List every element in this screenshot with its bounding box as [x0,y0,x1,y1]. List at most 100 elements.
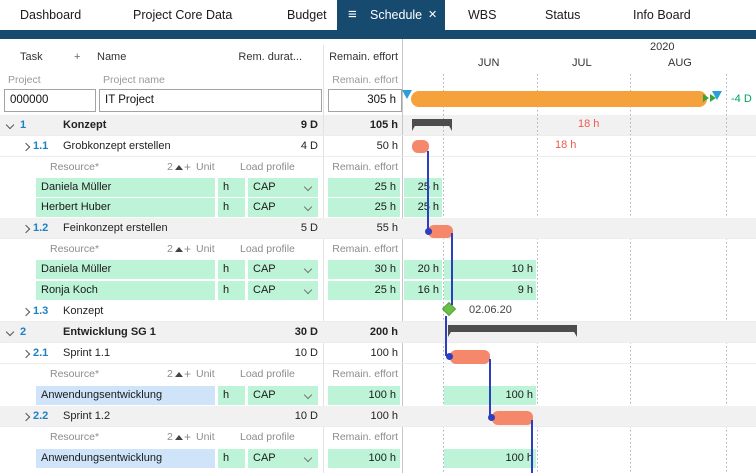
resource-name-cell[interactable]: Daniela Müller [36,178,215,197]
table-gantt-splitter[interactable] [402,39,403,473]
tab-project-core-data[interactable]: Project Core Data [133,8,233,22]
project-id-field[interactable]: 000000 [4,89,96,112]
expand-icon[interactable] [21,412,31,422]
col-header-duration[interactable]: Rem. durat... [238,51,302,63]
project-name-field[interactable]: IT Project [99,89,322,112]
unit-cell[interactable]: h [218,386,245,405]
load-profile-cell[interactable]: CAP [248,198,318,217]
unit-cell[interactable]: h [218,178,245,197]
effort-cell[interactable]: 25 h [328,178,400,197]
unit-cell[interactable]: h [218,449,245,468]
load-profile-cell[interactable]: CAP [248,281,318,300]
effort-cell[interactable]: 30 h [328,260,400,279]
task-name[interactable]: Feinkonzept erstellen [63,222,168,234]
sort-asc-icon[interactable] [175,435,183,440]
sort-asc-icon[interactable] [175,372,183,377]
expand-icon[interactable] [21,224,31,234]
task-bar-1-2[interactable] [428,225,453,238]
task-name[interactable]: Grobkonzept erstellen [63,140,171,152]
task-number[interactable]: 1.1 [33,140,49,152]
expand-icon[interactable] [21,142,31,152]
effort-cell[interactable]: 100 h [328,449,400,468]
effort-cell[interactable]: 100 h [328,386,400,405]
sort-asc-icon[interactable] [175,247,183,252]
summary-bar-entwicklung[interactable] [448,325,577,337]
task-bar-2-2[interactable] [492,411,533,425]
load-profile-cell[interactable]: CAP [248,178,318,197]
task-number[interactable]: 2.1 [33,347,49,359]
task-name[interactable]: Entwicklung SG 1 [63,326,156,338]
load-profile-cell[interactable]: CAP [248,449,318,468]
chevron-down-icon[interactable] [303,390,313,400]
collapse-icon[interactable] [5,327,15,337]
task-number[interactable]: 2 [20,326,27,338]
effort-cell[interactable]: 25 h [328,198,400,217]
task-name[interactable]: Konzept [63,119,107,131]
task-bar-1-1[interactable] [412,140,429,153]
task-duration: 5 D [300,222,318,234]
chevron-down-icon[interactable] [303,285,313,295]
resource-name-cell[interactable]: Daniela Müller [36,260,215,279]
period-effort-cell-may[interactable]: 25 h [404,178,442,197]
period-effort-cell-may[interactable]: 20 h [404,260,442,279]
resource-name-cell[interactable]: Herbert Huber [36,198,215,217]
task-name[interactable]: Sprint 1.1 [63,347,111,359]
task-number[interactable]: 1.2 [33,222,49,234]
resource-name-cell[interactable]: Anwendungsentwicklung [36,386,215,405]
period-effort-cell-jun[interactable]: 100 h [444,449,536,468]
sort-count[interactable]: 2 [167,243,173,255]
tab-wbs[interactable]: WBS [468,8,497,22]
tab-status[interactable]: Status [545,8,581,22]
col-header-task[interactable]: Task [20,51,43,63]
timeline-month-jun: JUN [478,57,500,69]
period-effort-cell-jun[interactable]: 10 h [444,260,536,279]
period-effort-cell-may[interactable]: 25 h [404,198,442,217]
period-effort-cell-jun[interactable]: 9 h [444,281,536,300]
load-profile-cell[interactable]: CAP [248,260,318,279]
expand-icon[interactable] [21,307,31,317]
tab-dashboard[interactable]: Dashboard [20,8,82,22]
hamburger-icon[interactable]: ≡ [348,6,357,23]
sort-asc-icon[interactable] [175,165,183,170]
task-bar-2-1[interactable] [450,350,490,364]
col-header-name[interactable]: Name [97,51,127,63]
chevron-down-icon[interactable] [303,264,313,274]
project-start-marker-icon[interactable] [402,90,412,99]
add-resource-button[interactable]: + [184,242,192,256]
add-resource-button[interactable]: + [184,160,192,174]
col-header-effort[interactable]: Remain. effort [329,51,398,63]
sort-count[interactable]: 2 [167,161,173,173]
tab-info-board[interactable]: Info Board [633,8,691,22]
add-resource-button[interactable]: + [184,367,192,381]
task-number[interactable]: 1.3 [33,305,49,317]
chevron-down-icon[interactable] [303,182,313,192]
resource-row: Anwendungsentwicklung h CAP 100 h 100 h [0,448,756,469]
load-profile-cell[interactable]: CAP [248,386,318,405]
task-number[interactable]: 2.2 [33,410,49,422]
resource-name-cell[interactable]: Anwendungsentwicklung [36,449,215,468]
add-resource-button[interactable]: + [184,430,192,444]
task-name[interactable]: Sprint 1.2 [63,410,111,422]
tab-budget[interactable]: Budget [287,8,327,22]
period-effort-cell-may[interactable]: 16 h [404,281,442,300]
project-end-marker-icon[interactable] [712,91,722,100]
sort-count[interactable]: 2 [167,368,173,380]
project-gantt-bar[interactable] [411,91,707,107]
project-effort-field[interactable]: 305 h [328,89,402,112]
unit-cell[interactable]: h [218,198,245,217]
add-column-button[interactable]: + [74,51,81,63]
close-tab-icon[interactable]: ✕ [428,9,438,21]
unit-cell[interactable]: h [218,260,245,279]
effort-cell[interactable]: 25 h [328,281,400,300]
unit-cell[interactable]: h [218,281,245,300]
tab-schedule[interactable]: ≡ Schedule ✕ [337,0,445,30]
chevron-down-icon[interactable] [303,453,313,463]
task-number[interactable]: 1 [20,119,27,131]
summary-bar-konzept[interactable] [412,119,452,131]
chevron-down-icon[interactable] [303,202,313,212]
sort-count[interactable]: 2 [167,431,173,443]
resource-name-cell[interactable]: Ronja Koch [36,281,215,300]
expand-icon[interactable] [21,349,31,359]
task-name[interactable]: Konzept [63,305,104,317]
collapse-icon[interactable] [5,120,15,130]
